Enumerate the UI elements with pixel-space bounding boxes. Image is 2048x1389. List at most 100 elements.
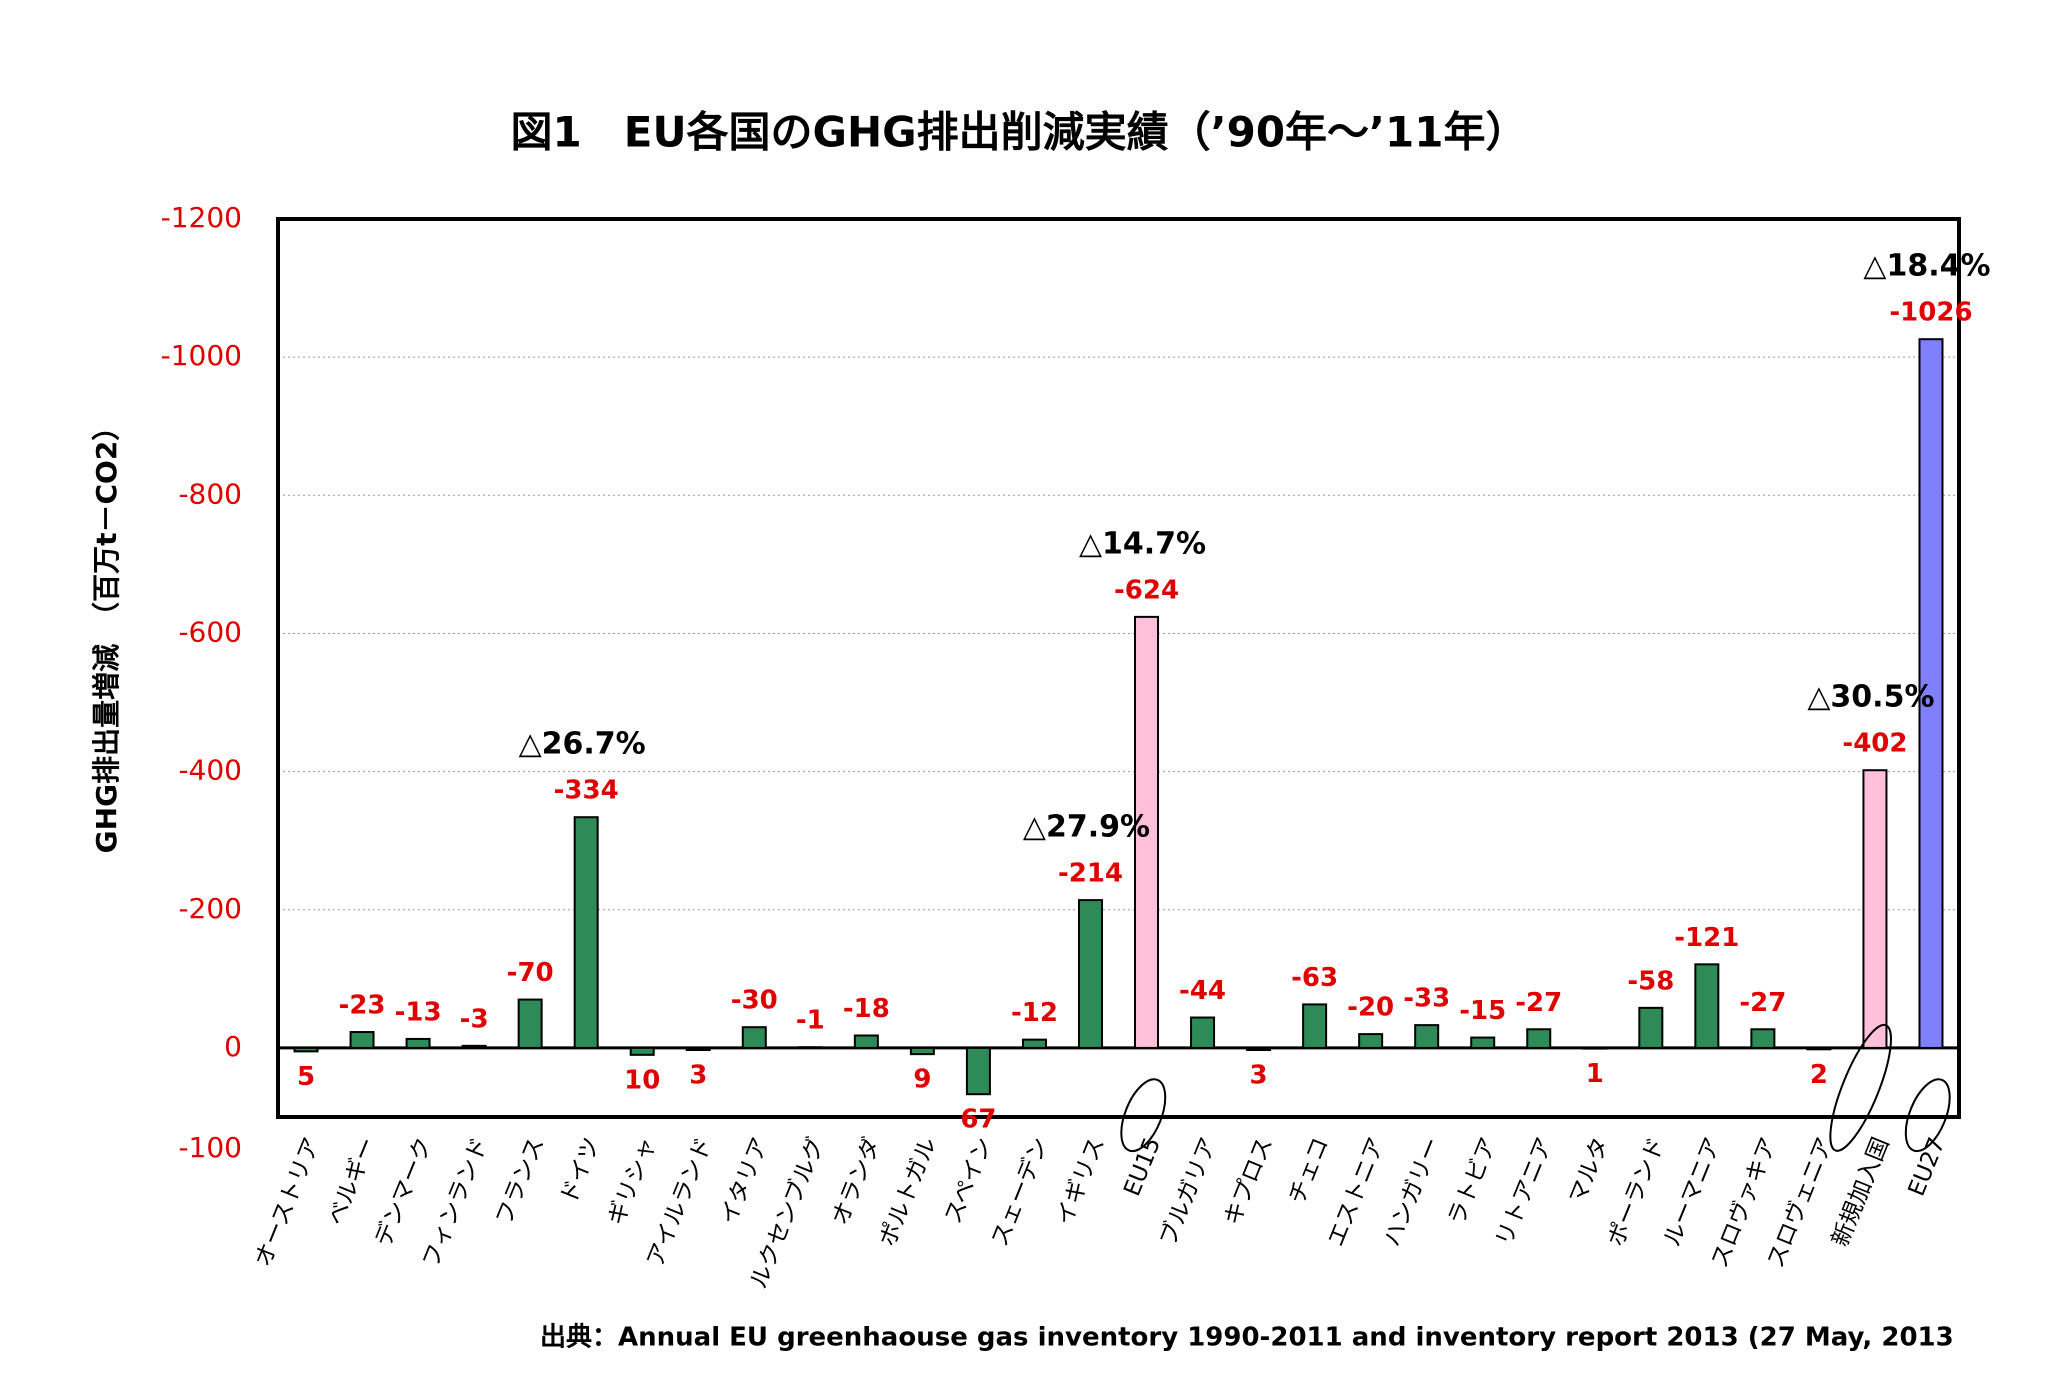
x-tick-label: ルーマニア: [1659, 1134, 1726, 1250]
category-circle: [1904, 1078, 1951, 1153]
bar: [1918, 338, 1944, 1049]
bar: [629, 1046, 655, 1056]
data-label: -27: [1515, 988, 1562, 1018]
bar: [1470, 1036, 1496, 1049]
annotation: △30.5%: [1807, 680, 1934, 715]
y-tick-label: -200: [178, 892, 242, 925]
data-label: -1026: [1889, 298, 1972, 328]
bar: [1806, 1046, 1832, 1051]
data-label: -12: [1011, 998, 1058, 1028]
data-label: -58: [1627, 966, 1674, 996]
x-tick-label: ポルトガル: [875, 1134, 942, 1250]
annotation: △18.4%: [1863, 249, 1990, 284]
data-label: -33: [1403, 984, 1450, 1014]
bar: [1750, 1028, 1776, 1049]
annotation: △14.7%: [1079, 526, 1206, 561]
y-tick-label: -1200: [161, 201, 242, 234]
bar: [461, 1044, 487, 1049]
bar: [1638, 1006, 1664, 1049]
data-label: 1: [1586, 1059, 1604, 1089]
data-label: 5: [297, 1062, 315, 1092]
x-tick-label: ラトビア: [1444, 1134, 1503, 1229]
data-label: -214: [1058, 859, 1123, 889]
x-tick-label: ベルギー: [323, 1134, 382, 1229]
x-tick-label: オランダ: [827, 1134, 886, 1229]
bar: [1134, 615, 1160, 1049]
data-label: -402: [1842, 729, 1907, 759]
bar: [1526, 1028, 1552, 1049]
annotation: △26.7%: [519, 727, 646, 762]
x-tick-label: ギリシャ: [603, 1134, 662, 1229]
annotation: △27.9%: [1023, 810, 1150, 845]
data-label: -20: [1347, 993, 1394, 1023]
data-label: -121: [1674, 923, 1739, 953]
bar: [349, 1031, 375, 1049]
data-label: 10: [624, 1065, 660, 1095]
data-label: -63: [1291, 963, 1338, 993]
x-tick-label: リトアニア: [1491, 1134, 1558, 1250]
x-tick-label: フランス: [491, 1134, 549, 1229]
x-tick-label: EU15: [1119, 1134, 1166, 1200]
x-tick-label: EU27: [1904, 1134, 1951, 1200]
data-label: -13: [395, 997, 442, 1027]
bar: [685, 1046, 711, 1051]
data-label: 67: [960, 1105, 996, 1135]
data-label: -18: [843, 994, 890, 1024]
x-tick-label: イギリス: [1052, 1134, 1111, 1229]
bar: [853, 1034, 879, 1049]
bar: [573, 816, 599, 1049]
data-label: 3: [689, 1060, 707, 1090]
data-label: -15: [1459, 996, 1506, 1026]
x-tick-label: ポーランド: [1603, 1134, 1670, 1250]
bar: [293, 1046, 319, 1053]
bar: [1246, 1046, 1272, 1051]
y-tick-label: 0: [224, 1030, 242, 1063]
x-tick-label: キプロス: [1220, 1134, 1279, 1229]
x-tick-label: ブルガリア: [1155, 1134, 1222, 1250]
x-tick-label: チェコ: [1284, 1134, 1334, 1208]
x-tick-label: ドイツ: [556, 1134, 606, 1208]
bar: [1694, 963, 1720, 1049]
x-tick-label: スェーデン: [987, 1134, 1054, 1250]
data-label: 3: [1250, 1060, 1268, 1090]
chart-title: 図1 EU各国のGHG排出削減実績（’90年～’11年）: [511, 108, 1528, 157]
bar: [1358, 1033, 1384, 1049]
bar: [517, 998, 543, 1049]
data-label: -3: [460, 1004, 489, 1034]
x-tick-label: スペイン: [940, 1134, 998, 1228]
bar: [405, 1037, 431, 1049]
data-label: -44: [1179, 976, 1226, 1006]
bar: [1582, 1046, 1608, 1050]
category-circle: [1120, 1078, 1167, 1153]
category-circle: [1829, 1023, 1892, 1152]
bar: [797, 1046, 823, 1049]
y-tick-label: -400: [178, 754, 242, 787]
y-tick-label: -1000: [161, 339, 242, 372]
y-axis-label: GHG排出量増減 （百万t－CO2）: [90, 413, 123, 854]
x-tick-label: マルタ: [1564, 1134, 1614, 1208]
bar: [1302, 1003, 1328, 1049]
bar: [909, 1046, 935, 1056]
bar: [741, 1026, 767, 1049]
bar: [965, 1046, 991, 1096]
bar: [1190, 1016, 1216, 1049]
source: 出典：Annual EU greenhaouse gas inventory 1…: [540, 1323, 1954, 1353]
data-label: -23: [339, 991, 386, 1021]
x-tick-label: イタリア: [716, 1134, 774, 1228]
plot-frame: [276, 217, 1961, 1119]
x-tick-label: オーストリア: [250, 1134, 325, 1271]
bar: [1021, 1038, 1047, 1049]
data-label: -334: [554, 776, 619, 806]
data-label: 2: [1810, 1060, 1828, 1090]
data-label: -624: [1114, 575, 1179, 605]
y-tick-label: -600: [178, 615, 242, 648]
data-label: 9: [913, 1065, 931, 1095]
y-tick-label: -800: [178, 477, 242, 510]
x-tick-label: ハンガリー: [1379, 1134, 1446, 1250]
y-tick-label: -100: [178, 1131, 242, 1164]
bar: [1414, 1024, 1440, 1049]
data-label: -27: [1739, 988, 1786, 1018]
x-tick-label: デンマーク: [370, 1134, 437, 1250]
bar: [1077, 899, 1103, 1049]
